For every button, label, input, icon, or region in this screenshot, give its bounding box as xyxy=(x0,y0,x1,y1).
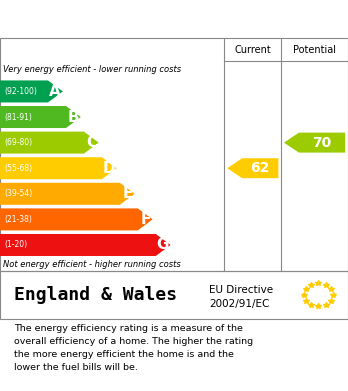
Text: 2002/91/EC: 2002/91/EC xyxy=(209,299,269,309)
Text: (1-20): (1-20) xyxy=(4,240,27,249)
Text: C: C xyxy=(86,135,97,150)
Text: Potential: Potential xyxy=(293,45,336,55)
Text: (69-80): (69-80) xyxy=(4,138,32,147)
Polygon shape xyxy=(0,183,135,205)
Text: 62: 62 xyxy=(251,161,270,175)
Text: Energy Efficiency Rating: Energy Efficiency Rating xyxy=(14,10,243,28)
Text: A: A xyxy=(49,84,61,99)
Text: Not energy efficient - higher running costs: Not energy efficient - higher running co… xyxy=(3,260,181,269)
Polygon shape xyxy=(0,234,171,256)
Polygon shape xyxy=(0,157,117,179)
Polygon shape xyxy=(0,208,153,230)
Polygon shape xyxy=(0,106,81,128)
Text: Very energy efficient - lower running costs: Very energy efficient - lower running co… xyxy=(3,65,182,74)
Polygon shape xyxy=(0,81,63,102)
Text: (55-68): (55-68) xyxy=(4,164,32,173)
Text: G: G xyxy=(156,237,169,253)
Text: (81-91): (81-91) xyxy=(4,113,32,122)
Text: 70: 70 xyxy=(313,136,332,150)
Text: E: E xyxy=(122,186,133,201)
Text: B: B xyxy=(68,109,79,124)
Text: (92-100): (92-100) xyxy=(4,87,37,96)
Polygon shape xyxy=(227,158,278,178)
Text: The energy efficiency rating is a measure of the
overall efficiency of a home. T: The energy efficiency rating is a measur… xyxy=(14,325,253,372)
Polygon shape xyxy=(284,133,345,152)
Text: England & Wales: England & Wales xyxy=(14,285,177,304)
Polygon shape xyxy=(0,132,99,154)
Text: EU Directive: EU Directive xyxy=(209,285,273,295)
Text: (39-54): (39-54) xyxy=(4,189,32,198)
Text: Current: Current xyxy=(235,45,271,55)
Text: (21-38): (21-38) xyxy=(4,215,32,224)
Text: D: D xyxy=(102,161,115,176)
Text: F: F xyxy=(141,212,151,227)
